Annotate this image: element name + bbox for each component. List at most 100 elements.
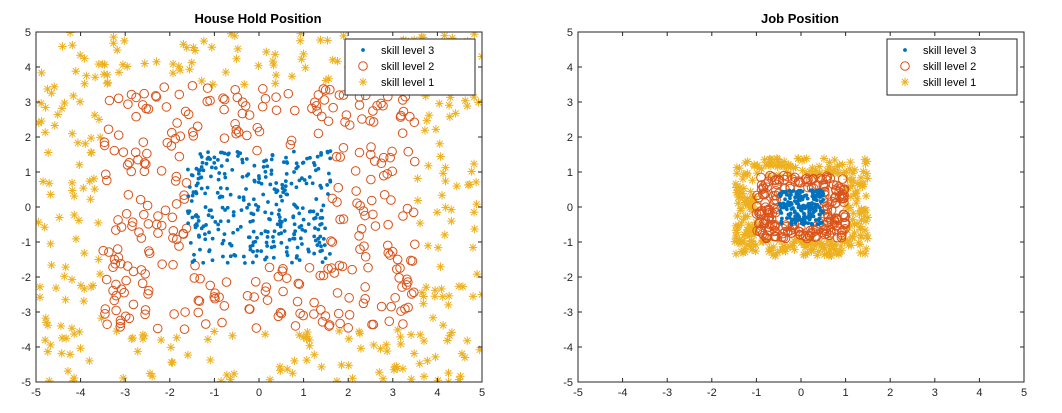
data-point [40, 223, 49, 232]
data-point [795, 229, 805, 240]
data-point [118, 60, 128, 69]
data-point [323, 226, 328, 231]
data-point [328, 102, 338, 113]
data-point [269, 245, 274, 250]
data-point [802, 241, 812, 250]
data-point [240, 157, 245, 162]
data-point [271, 255, 276, 260]
data-point [747, 245, 757, 254]
data-point [802, 216, 806, 221]
data-point [750, 204, 759, 214]
data-point [469, 159, 479, 169]
data-point [746, 187, 755, 196]
data-point [279, 240, 284, 245]
data-point [235, 149, 240, 154]
data-point [846, 221, 855, 231]
data-point [403, 146, 414, 157]
data-point [269, 211, 274, 216]
data-point [278, 194, 283, 199]
data-point [187, 185, 192, 189]
data-point [300, 242, 304, 246]
data-point [338, 214, 349, 224]
data-point [41, 318, 51, 327]
data-point [142, 148, 152, 159]
data-point [130, 147, 141, 158]
data-point [318, 84, 329, 94]
y-tick-label: 3 [567, 97, 573, 109]
data-point [398, 106, 409, 117]
data-point [137, 278, 148, 289]
data-point [810, 226, 821, 236]
data-point [764, 170, 774, 180]
data-point [266, 200, 270, 204]
data-point [46, 340, 55, 350]
x-tick-label: 0 [256, 387, 262, 399]
data-point [199, 186, 204, 191]
data-point [186, 211, 191, 216]
data-point [268, 56, 278, 66]
data-point [820, 189, 825, 194]
data-point [262, 47, 271, 57]
data-point [99, 140, 110, 151]
data-point [100, 60, 109, 69]
data-point [47, 260, 56, 270]
data-point [231, 230, 236, 235]
data-point [85, 176, 94, 186]
legend-marker [903, 48, 907, 52]
data-point [789, 207, 794, 211]
data-point [297, 178, 302, 183]
data-point [432, 208, 442, 217]
data-point [316, 227, 321, 232]
data-point [825, 162, 834, 171]
data-point [298, 236, 303, 241]
data-point [255, 249, 260, 253]
data-point [143, 285, 154, 296]
data-point [740, 244, 749, 253]
data-point [231, 128, 241, 139]
data-point [315, 305, 326, 315]
data-point [210, 215, 215, 220]
data-point [769, 242, 778, 252]
data-point [225, 205, 230, 210]
data-point [80, 248, 89, 258]
x-tick-label: 3 [932, 387, 938, 399]
data-point [807, 202, 812, 207]
data-point [281, 273, 292, 283]
data-point [421, 283, 431, 292]
data-point [144, 246, 154, 256]
x-tick-label: 1 [843, 387, 849, 399]
data-point [776, 160, 786, 169]
data-point [452, 181, 461, 191]
data-point [292, 232, 297, 237]
data-point [762, 230, 773, 241]
data-point [860, 211, 869, 221]
data-point [115, 258, 126, 269]
data-point [264, 158, 269, 163]
data-point [417, 288, 427, 297]
data-point [189, 43, 198, 52]
data-point [732, 169, 742, 178]
data-point [203, 232, 207, 237]
data-point [292, 236, 297, 241]
data-point [114, 68, 124, 77]
data-point [270, 50, 280, 59]
data-point [219, 94, 230, 105]
data-point [261, 330, 270, 339]
data-point [856, 248, 865, 258]
data-point [306, 222, 311, 227]
data-point [271, 70, 281, 80]
data-point [207, 230, 211, 235]
data-point [278, 286, 288, 297]
data-point [751, 240, 761, 250]
data-point [168, 259, 178, 270]
data-point [745, 242, 755, 251]
x-tick-label: 4 [976, 387, 982, 399]
data-point [41, 128, 50, 137]
data-point [288, 369, 297, 378]
data-point [43, 84, 52, 94]
data-point [140, 269, 150, 279]
x-tick-label: 3 [390, 387, 396, 399]
data-point [328, 156, 333, 161]
data-point [312, 216, 316, 221]
data-point [323, 116, 334, 127]
